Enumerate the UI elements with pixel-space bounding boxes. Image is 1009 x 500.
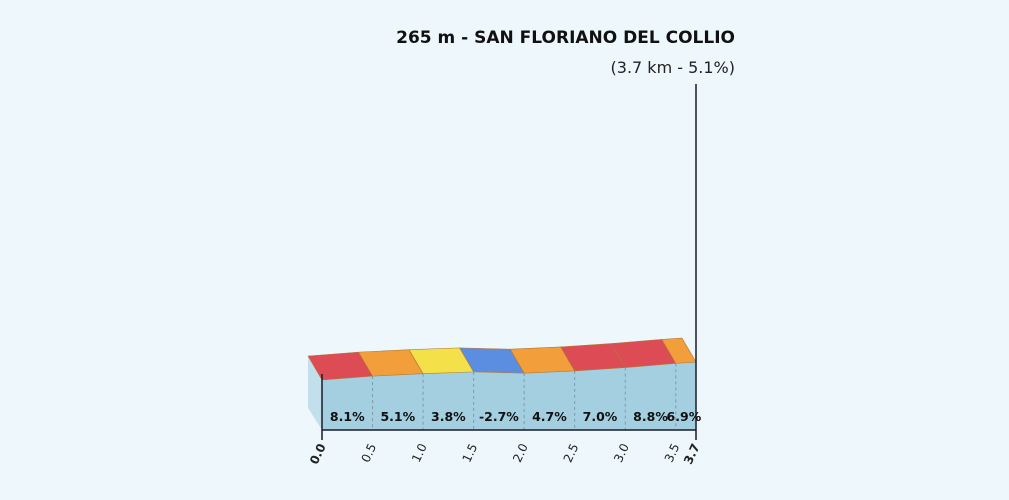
chart-title: 265 m - SAN FLORIANO DEL COLLIO xyxy=(396,28,735,48)
gradient-label: 8.1% xyxy=(330,409,365,424)
x-tick-label: 3.5 xyxy=(662,441,683,464)
chart-subtitle: (3.7 km - 5.1%) xyxy=(611,58,735,77)
gradient-label: 4.7% xyxy=(532,409,567,424)
gradient-band xyxy=(661,337,697,364)
gradient-band-layer xyxy=(307,337,697,381)
x-tick-label: 0.0 xyxy=(307,441,329,466)
gradient-label: 5.1% xyxy=(380,409,415,424)
grid-layer xyxy=(372,363,677,430)
x-tick-label: 2.0 xyxy=(510,441,531,464)
gradient-label-layer: 8.1% 5.1% 3.8% -2.7% 4.7% 7.0% 8.8%6.9% xyxy=(330,409,702,424)
gradient-label: 7.0% xyxy=(583,409,618,424)
gradient-label: 3.8% xyxy=(431,409,466,424)
x-tick-label: 1.5 xyxy=(460,441,481,464)
gradient-label: 8.8% xyxy=(633,409,668,424)
gradient-label: 6.9% xyxy=(667,409,702,424)
x-tick-label: 3.7 xyxy=(681,441,703,466)
gradient-label: -2.7% xyxy=(479,409,519,424)
axis-layer xyxy=(321,84,697,440)
x-tick-layer: 0.0 0.5 1.0 1.5 2.0 2.5 3.0 3.53.7 xyxy=(307,441,703,466)
x-tick-label: 1.0 xyxy=(409,441,430,464)
x-tick-label: 0.5 xyxy=(359,441,380,464)
profile-area xyxy=(322,362,696,430)
x-tick-label: 3.0 xyxy=(611,441,632,464)
x-tick-label: 2.5 xyxy=(561,441,582,464)
